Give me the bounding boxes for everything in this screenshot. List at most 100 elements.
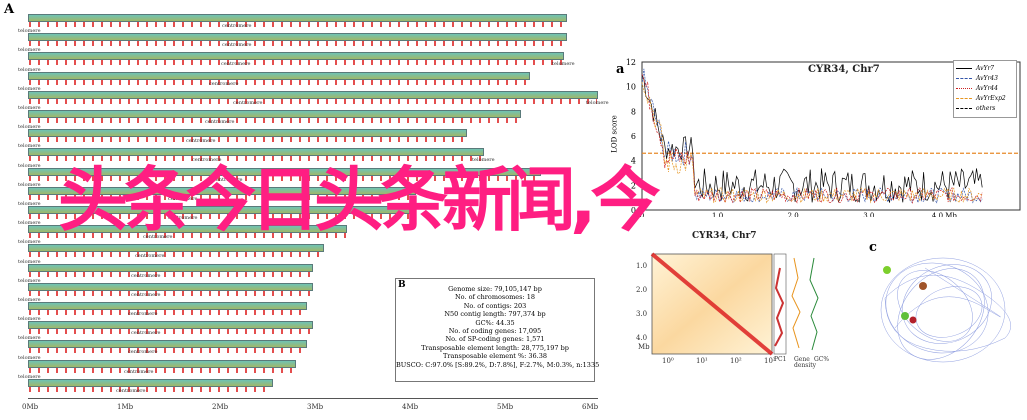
genome-stat: No. of chromosomes: 18 (454, 293, 536, 302)
hic-title: CYR34, Chr7 (692, 231, 757, 241)
centromere-label: centromere (143, 234, 173, 241)
genome-stat: Genome size: 79,105,147 bp (448, 285, 542, 293)
hic-xtick: 10³ (764, 357, 776, 365)
centromere-label: centromere (192, 157, 222, 164)
chromosome-bar (28, 71, 530, 85)
x-axis-tick: 1Mb (117, 403, 134, 411)
hic-ytick: 3.0 (636, 310, 648, 318)
legend-swatch (956, 67, 972, 69)
lod-ytick: 6 (631, 132, 636, 141)
centromere-label: centromere (131, 330, 161, 337)
feature-ticks (29, 290, 312, 296)
x-axis-tick: 0Mb (22, 403, 39, 411)
telomere-label: telomere (18, 28, 41, 35)
feature-ticks (29, 175, 540, 181)
chromosome-3d-structure (880, 257, 1011, 363)
chromosome-bar (28, 225, 347, 239)
x-axis-tick: 6Mb (582, 403, 599, 411)
lod-panel: a CYR34, Chr7 LOD score 12 10 8 6 4 2 0 0 1.0 2.… (610, 52, 1025, 217)
centromere-label: centromere (186, 138, 216, 145)
lod-ytick: 10 (626, 83, 636, 92)
structure-panel: c (865, 228, 1015, 368)
panel-letter-a: A (4, 2, 15, 17)
watermark-text: 头条今日头条新闻,今 (58, 159, 661, 241)
hic-track-label: GC% (814, 356, 830, 363)
chromosome-bar (28, 52, 564, 66)
lod-ytick: 8 (631, 107, 636, 116)
telomere-label: telomere (18, 316, 41, 323)
hic-track-label: PC1 (774, 356, 787, 363)
lod-trace (641, 68, 983, 204)
genome-stat: No. of coding genes: 17,095 (448, 327, 542, 336)
lod-legend: AvYr7 AvYr43 AvYr44 AvYrExp2 others (953, 60, 1017, 118)
telomere-label: telomere (18, 105, 41, 111)
locus-marker-green-2 (901, 312, 909, 320)
telomere-label: telomere (18, 143, 41, 150)
chromosome-bar (28, 340, 307, 354)
lod-ytick: 0 (631, 206, 636, 215)
centromere-label: centromere (209, 80, 239, 87)
chromosome-bar (28, 302, 307, 315)
chromosome-bar (28, 148, 484, 162)
chromosome-bar (28, 167, 541, 181)
lod-plot: 12 10 8 6 4 2 0 0 1.0 2.0 3.0 4.0 Mb (626, 58, 1021, 217)
lod-ytick: 12 (626, 58, 636, 67)
lod-xtick: 0 (640, 212, 644, 217)
chromosome-bar (28, 206, 416, 219)
legend-swatch (956, 107, 972, 109)
lod-ytick: 4 (631, 157, 636, 166)
genome-stat: No. of contigs: 203 (463, 301, 527, 310)
feature-ticks (29, 60, 563, 66)
telomere-label: telomere (18, 124, 41, 131)
hic-ytick: 2.0 (636, 286, 648, 294)
telomere-label: telomere (18, 297, 41, 303)
locus-marker-brown (919, 282, 927, 290)
lod-xtick: 3.0 (863, 212, 874, 217)
feature-ticks (29, 252, 323, 258)
hic-ytick: 4.0 (636, 334, 648, 342)
feature-ticks (29, 214, 415, 219)
hic-ytick-unit: Mb (638, 343, 650, 351)
feature-ticks (29, 79, 529, 85)
feature-ticks (29, 118, 520, 123)
centromere-label: centromere (128, 311, 158, 317)
legend-item: AvYr44 (956, 83, 1014, 93)
telomere-label: telomere (18, 47, 41, 54)
genome-stat: BUSCO: C:97.0% [S:89.2%, D:7.8%], F:2.7%… (396, 360, 600, 369)
panel-letter-lod: a (616, 62, 625, 77)
lod-trace (641, 82, 983, 204)
lod-trace (641, 74, 983, 204)
lod-title: CYR34, Chr7 (808, 64, 880, 75)
feature-ticks (29, 271, 312, 277)
centromere-label: centromere (116, 387, 146, 394)
legend-label: AvYr7 (976, 64, 995, 72)
chromosome-bar (28, 321, 313, 335)
legend-label: AvYr44 (976, 84, 998, 92)
chromosome-bar (28, 378, 273, 392)
legend-item: AvYr7 (956, 63, 1014, 73)
feature-ticks (29, 386, 272, 392)
lod-xtick: 4.0 Mb (932, 212, 958, 217)
telomere-label-right: telomere (552, 61, 575, 68)
chromosome-bar (28, 90, 598, 104)
feature-ticks (29, 22, 566, 27)
x-axis-tick: 5Mb (497, 403, 514, 411)
telomere-label: telomere (18, 181, 41, 188)
telomere-label: telomere (18, 66, 41, 73)
centromere-label: centromere (213, 176, 243, 183)
chromosome-panel: A centromere telomere centromere telomere ce… (4, 2, 609, 411)
locus-marker-red (909, 316, 917, 324)
hic-track-label: Gene density (794, 356, 817, 369)
legend-swatch (956, 77, 972, 79)
genome-stat: Transposable element length: 28,775,197 … (421, 343, 569, 352)
feature-ticks (29, 367, 295, 373)
centromere-label: centromere (124, 368, 154, 375)
x-axis-line (28, 398, 598, 399)
genome-stats-list: Genome size: 79,105,147 bp No. of chromos… (396, 285, 600, 369)
centromere-label: centromere (233, 99, 263, 106)
centromere-label: centromere (131, 291, 161, 298)
chromosome-bar (28, 244, 324, 258)
panel-letter-b: B (398, 280, 406, 290)
telomere-label: telomere (18, 220, 41, 227)
chromosome-bar (28, 263, 313, 277)
